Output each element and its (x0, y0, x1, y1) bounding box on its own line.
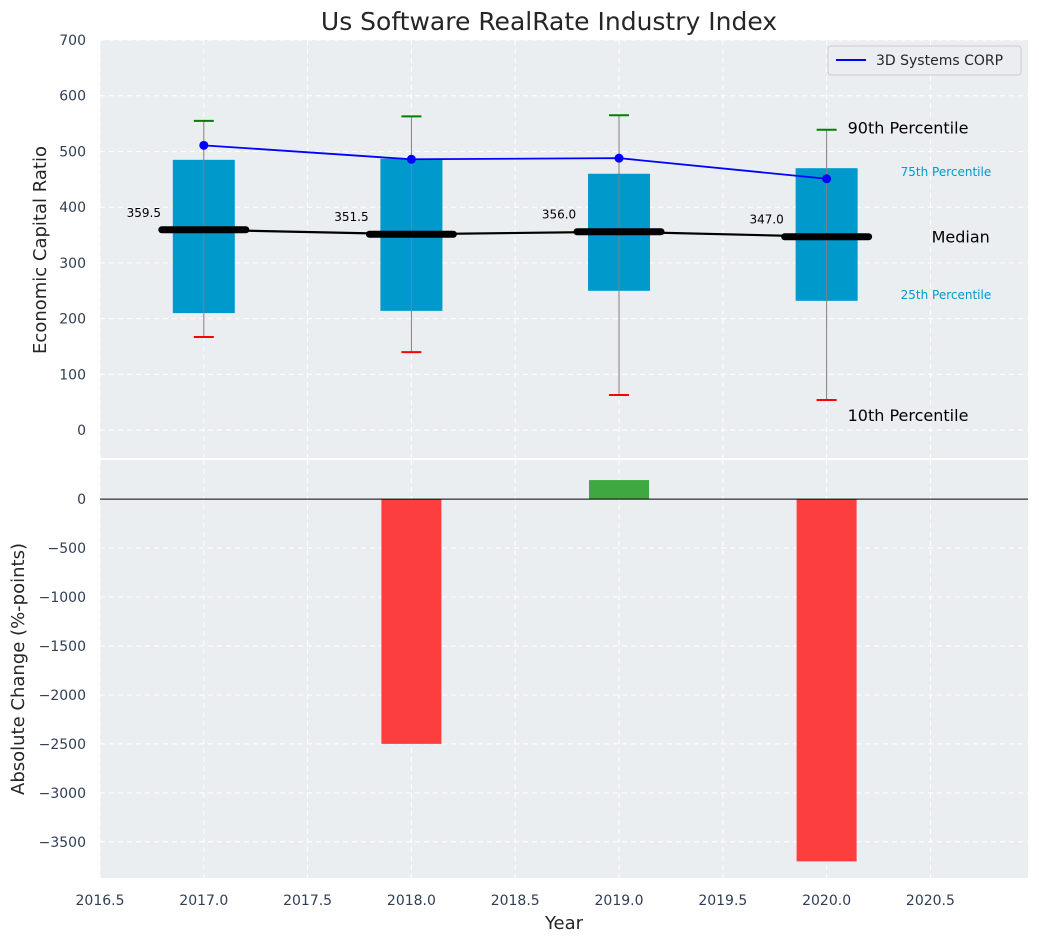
top-y-tick-label: 700 (59, 33, 86, 49)
negative-change-bar (796, 499, 857, 862)
top-y-tick-label: 300 (59, 256, 86, 272)
median-trend-line (203, 228, 827, 238)
bottom-y-tick-label: −2500 (39, 737, 86, 753)
p90-annotation: 90th Percentile (848, 119, 969, 138)
box-plot-panel: 0 100 200 300 400 500 600 700 359.5 351.5 356.0 34… (30, 33, 1028, 458)
legend-box (827, 45, 1022, 76)
company-series-point (199, 140, 209, 150)
negative-change-bar (381, 499, 442, 744)
box-plot-area (100, 40, 1028, 458)
median-value-label: 356.0 (542, 208, 576, 222)
legend: 3D Systems CORP (827, 45, 1022, 76)
median-value-label: 359.5 (127, 206, 161, 220)
box-plot-marks: 359.5 351.5 356.0 347.0 90th Percentile 75th … (127, 114, 992, 425)
legend-label: 3D Systems CORP (876, 53, 1003, 69)
median-value-label: 347.0 (749, 213, 783, 227)
x-tick-label: 2016.5 (76, 893, 125, 909)
bottom-y-tick-label: −3000 (39, 786, 86, 802)
top-y-tick-label: 600 (59, 89, 86, 105)
bottom-y-tick-labels: 0 −500 −1000 −1500 −2000 −2500 −3000 −3500 (39, 492, 86, 851)
top-y-tick-labels: 0 100 200 300 400 500 600 700 (59, 33, 86, 439)
top-y-tick-label: 400 (59, 200, 86, 216)
top-y-axis-label: Economic Capital Ratio (30, 146, 51, 354)
bottom-y-tick-label: −1000 (39, 590, 86, 606)
change-bar-panel: 0 −500 −1000 −1500 −2000 −2500 −3000 −3500 2016… (8, 460, 1028, 934)
company-series-point (822, 174, 832, 184)
median-annotation: Median (932, 228, 990, 247)
p10-annotation: 10th Percentile (848, 406, 969, 425)
top-y-tick-label: 200 (59, 312, 86, 328)
x-tick-labels: 2016.5 2017.0 2017.5 2018.0 2018.5 2019.0 2019… (76, 893, 955, 909)
x-tick-label: 2019.5 (698, 893, 747, 909)
top-y-tick-label: 0 (77, 423, 86, 439)
chart-title: Us Software RealRate Industry Index (321, 7, 777, 36)
median-value-label: 351.5 (334, 210, 368, 224)
bottom-y-tick-label: −3500 (39, 835, 86, 851)
bottom-y-tick-label: −500 (48, 541, 86, 557)
x-tick-label: 2020.5 (906, 893, 955, 909)
p75-annotation: 75th Percentile (901, 165, 992, 179)
company-series-point (406, 154, 416, 164)
top-y-tick-label: 100 (59, 367, 86, 383)
bottom-y-tick-label: −2000 (39, 688, 86, 704)
bottom-y-tick-label: −1500 (39, 639, 86, 655)
x-tick-label: 2018.5 (491, 893, 540, 909)
bar-plot-area (100, 460, 1028, 878)
positive-change-bar (589, 480, 650, 500)
bottom-y-axis-label: Absolute Change (%-points) (8, 543, 29, 795)
x-tick-label: 2020.0 (802, 893, 851, 909)
company-series-point (614, 153, 624, 163)
top-y-tick-label: 500 (59, 144, 86, 160)
company-series-line (203, 144, 827, 180)
x-tick-label: 2017.5 (283, 893, 332, 909)
x-tick-label: 2019.0 (595, 893, 644, 909)
p25-annotation: 25th Percentile (901, 288, 992, 302)
x-tick-label: 2018.0 (387, 893, 436, 909)
x-axis-label: Year (544, 913, 584, 934)
bottom-y-tick-label: 0 (77, 492, 86, 508)
x-tick-label: 2017.0 (179, 893, 228, 909)
change-bar-marks (100, 480, 1028, 862)
